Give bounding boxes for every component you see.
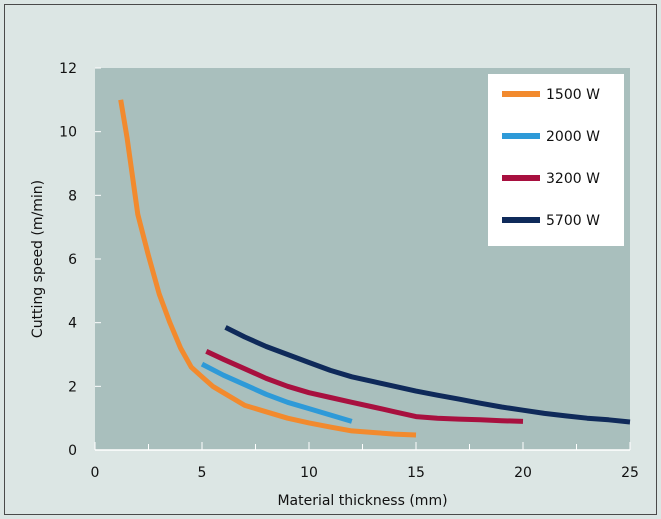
x-tick-label: 5	[198, 465, 207, 481]
y-tick-label: 10	[59, 125, 77, 141]
y-tick-label: 6	[68, 252, 77, 268]
legend-label: 3200 W	[546, 171, 600, 187]
legend-label: 5700 W	[546, 213, 600, 229]
x-axis-label: Material thickness (mm)	[277, 493, 447, 509]
y-tick-label: 2	[68, 379, 77, 395]
y-tick-label: 12	[59, 61, 77, 77]
x-tick-label: 25	[621, 465, 639, 481]
y-tick-label: 0	[68, 443, 77, 459]
series-line-5700-w	[224, 325, 631, 425]
series-line-2000-w	[200, 361, 353, 424]
legend: 1500 W 2000 W 3200 W 5700 W	[488, 74, 624, 246]
series-line-1500-w	[118, 99, 417, 438]
y-axis-label: Cutting speed (m/min)	[30, 180, 46, 338]
series-line-3200-w	[205, 349, 524, 424]
series-layer	[118, 99, 631, 438]
y-tick-label: 8	[68, 188, 77, 204]
x-tick-label: 0	[91, 465, 100, 481]
axes: 0 5 10 15 20 25 0 2 4 6 8 10 12	[59, 61, 639, 481]
x-tick-label: 20	[514, 465, 532, 481]
x-tick-label: 10	[300, 465, 318, 481]
legend-label: 2000 W	[546, 129, 600, 145]
y-tick-label: 4	[68, 316, 77, 332]
legend-label: 1500 W	[546, 87, 600, 103]
x-tick-label: 15	[407, 465, 425, 481]
